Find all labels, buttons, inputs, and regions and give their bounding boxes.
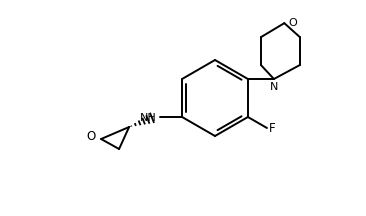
Text: F: F [269, 121, 276, 135]
Text: NH: NH [140, 113, 157, 123]
Text: O: O [87, 130, 96, 143]
Text: O: O [288, 18, 297, 28]
Text: N: N [270, 82, 278, 92]
